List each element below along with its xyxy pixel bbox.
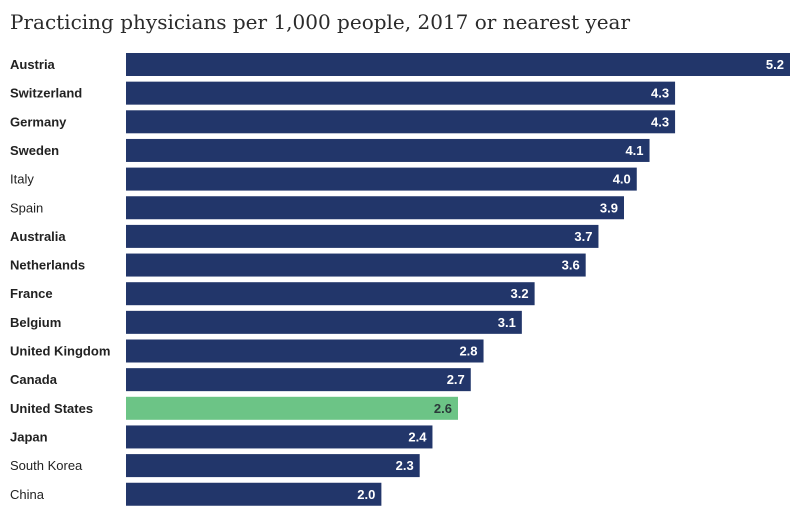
bar-united-kingdom [126, 339, 484, 363]
value-label-japan: 2.4 [408, 429, 427, 444]
category-label-united-kingdom: United Kingdom [10, 344, 110, 359]
value-label-austria: 5.2 [766, 57, 784, 72]
category-label-germany: Germany [10, 114, 67, 129]
bar-germany [126, 110, 676, 134]
category-label-austria: Austria [10, 57, 56, 72]
bar-south-korea [126, 454, 420, 478]
category-label-sweden: Sweden [10, 143, 59, 158]
bar-switzerland [126, 81, 676, 105]
value-label-china: 2.0 [357, 487, 375, 502]
bar-australia [126, 224, 599, 248]
value-label-canada: 2.7 [447, 372, 465, 387]
value-label-belgium: 3.1 [498, 315, 516, 330]
value-label-united-kingdom: 2.8 [459, 344, 477, 359]
category-label-australia: Australia [10, 229, 66, 244]
category-label-japan: Japan [10, 429, 48, 444]
value-label-united-states: 2.6 [434, 401, 452, 416]
category-label-south-korea: South Korea [10, 458, 83, 473]
value-label-south-korea: 2.3 [396, 458, 414, 473]
category-label-france: France [10, 286, 53, 301]
bar-italy [126, 167, 637, 191]
bar-austria [126, 53, 790, 76]
category-label-china: China [10, 487, 45, 502]
category-label-united-states: United States [10, 401, 93, 416]
bar-belgium [126, 310, 522, 334]
value-label-switzerland: 4.3 [651, 86, 669, 101]
bar-canada [126, 368, 471, 392]
bar-japan [126, 425, 433, 449]
value-label-germany: 4.3 [651, 114, 669, 129]
value-label-italy: 4.0 [613, 172, 631, 187]
value-label-australia: 3.7 [574, 229, 592, 244]
category-label-spain: Spain [10, 200, 43, 215]
category-label-canada: Canada [10, 372, 58, 387]
value-labels: 5.2 4.3 4.3 4.1 4.0 3.9 3.7 3.6 3.2 3.1 2.8 2.7 2.6 2… [357, 57, 784, 502]
value-label-france: 3.2 [511, 286, 529, 301]
bar-netherlands [126, 253, 586, 277]
bars [126, 53, 790, 506]
category-label-switzerland: Switzerland [10, 86, 82, 101]
category-label-italy: Italy [10, 172, 34, 187]
bar-china [126, 482, 382, 506]
value-label-sweden: 4.1 [625, 143, 643, 158]
bar-united-states [126, 396, 458, 420]
category-label-netherlands: Netherlands [10, 258, 85, 273]
category-label-belgium: Belgium [10, 315, 61, 330]
bar-spain [126, 196, 624, 220]
value-label-netherlands: 3.6 [562, 258, 580, 273]
category-labels: Austria Switzerland Germany Sweden Italy Spai… [10, 57, 110, 502]
bar-sweden [126, 138, 650, 162]
chart-title: Practicing physicians per 1,000 people, … [10, 10, 631, 34]
value-label-spain: 3.9 [600, 200, 618, 215]
bar-france [126, 282, 535, 306]
